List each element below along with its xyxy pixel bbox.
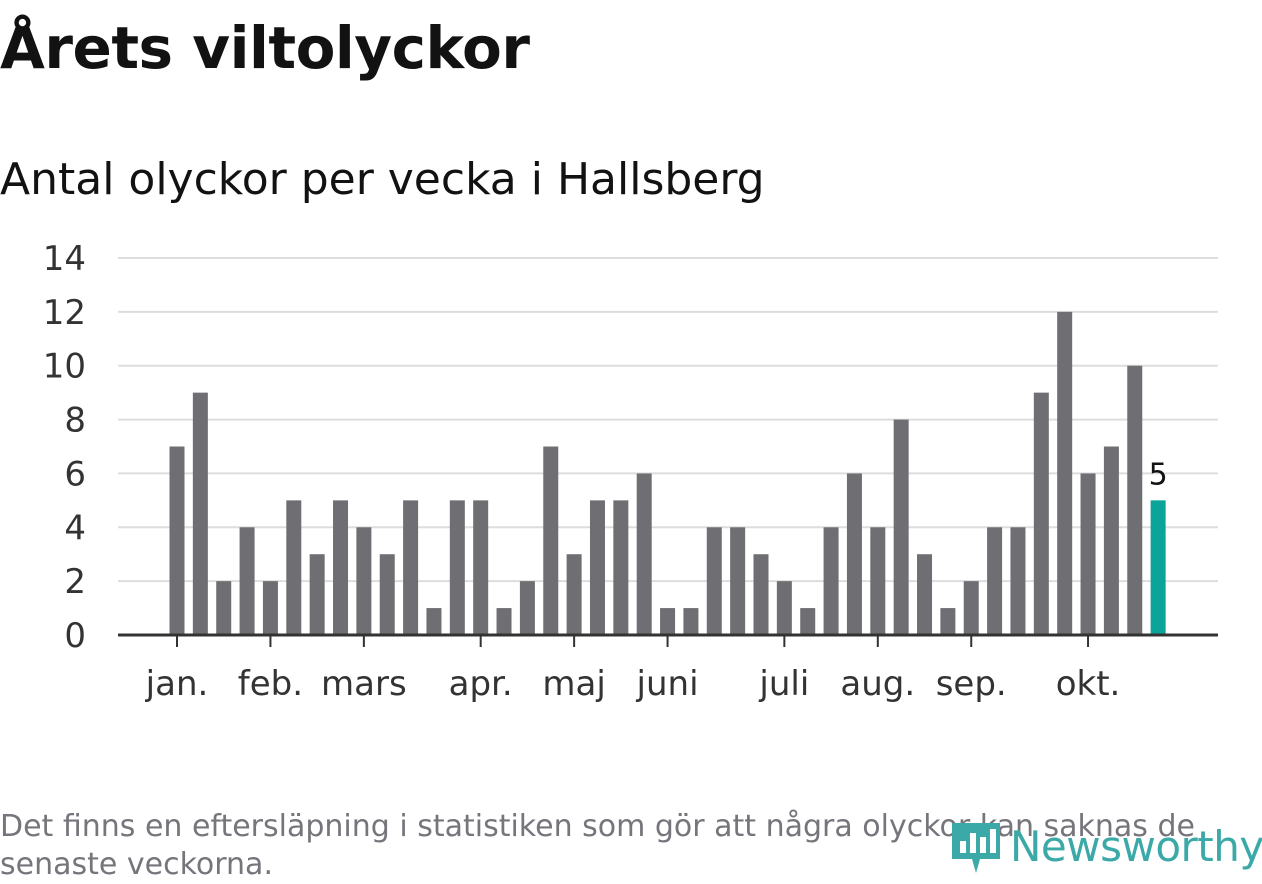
bar — [823, 527, 839, 635]
bar — [963, 581, 979, 635]
x-tick-label-mars: mars — [321, 664, 407, 704]
bar — [589, 500, 605, 635]
newsworthy-chart-icon — [952, 823, 1000, 873]
bar — [286, 500, 302, 635]
axes: 0 2 4 6 8 10 12 14 jan. feb. mars apr. maj juni juli au… — [43, 239, 1218, 704]
bar — [1057, 311, 1073, 635]
bar — [449, 500, 465, 635]
bar — [660, 608, 676, 635]
bar — [613, 500, 629, 635]
bar — [192, 392, 208, 635]
bar — [917, 554, 933, 635]
x-tick-label-okt: okt. — [1056, 664, 1121, 704]
bar — [239, 527, 255, 635]
bar — [987, 527, 1003, 635]
bar — [333, 500, 349, 635]
bar — [262, 581, 278, 635]
bar — [1127, 365, 1143, 635]
bars: 5 — [169, 311, 1168, 635]
bar — [800, 608, 816, 635]
chart-title: Årets viltolyckor — [0, 14, 530, 82]
x-tick-label-juli: juli — [758, 664, 809, 704]
bar — [940, 608, 956, 635]
bar — [636, 473, 652, 635]
y-tick-label-14: 14 — [43, 239, 86, 279]
bar — [683, 608, 699, 635]
bar — [403, 500, 419, 635]
bar — [496, 608, 512, 635]
y-tick-label-10: 10 — [43, 347, 86, 387]
bar — [730, 527, 746, 635]
y-tick-label-4: 4 — [64, 508, 86, 548]
bar — [776, 581, 792, 635]
x-tick-label-apr: apr. — [449, 664, 513, 704]
newsworthy-logo[interactable]: Newsworthy — [950, 815, 1262, 877]
bar — [893, 419, 909, 635]
bar — [846, 473, 862, 635]
bar — [356, 527, 372, 635]
y-tick-label-2: 2 — [64, 562, 86, 602]
x-tick-label-maj: maj — [542, 664, 605, 704]
bar-highlight — [1150, 500, 1166, 635]
bar — [519, 581, 535, 635]
x-tick-label-jan: jan. — [145, 664, 209, 704]
chart-subtitle: Antal olyckor per vecka i Hallsberg — [0, 154, 765, 205]
gridlines — [118, 257, 1218, 583]
bar — [1103, 446, 1119, 635]
bar — [870, 527, 886, 635]
bar — [216, 581, 232, 635]
x-tick-label-juni: juni — [636, 664, 699, 704]
bar — [473, 500, 489, 635]
y-tick-label-12: 12 — [43, 293, 86, 333]
bar — [543, 446, 559, 635]
bar — [1010, 527, 1026, 635]
bar — [753, 554, 769, 635]
bar — [1080, 473, 1096, 635]
bar — [1033, 392, 1049, 635]
bar — [566, 554, 582, 635]
bar — [169, 446, 185, 635]
y-tick-label-0: 0 — [64, 616, 86, 656]
y-tick-label-8: 8 — [64, 401, 86, 441]
x-tick-label-sep: sep. — [936, 664, 1007, 704]
bar — [426, 608, 442, 635]
x-tick-label-feb: feb. — [238, 664, 303, 704]
last-value-label: 5 — [1149, 457, 1168, 492]
x-tick-label-aug: aug. — [840, 664, 915, 704]
logo-text: Newsworthy — [1010, 821, 1262, 871]
bar — [309, 554, 325, 635]
bar — [379, 554, 395, 635]
bar — [706, 527, 722, 635]
y-tick-label-6: 6 — [64, 454, 86, 494]
